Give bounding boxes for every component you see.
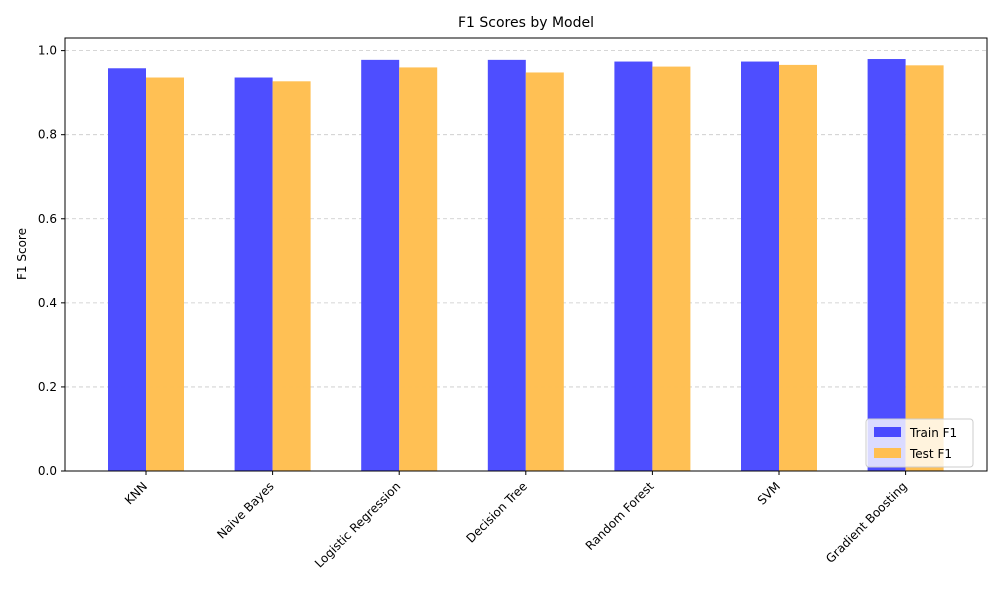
- bar-test: [652, 66, 691, 471]
- bar-test: [779, 64, 817, 472]
- bar-train: [741, 61, 779, 471]
- y-tick-label: 0.4: [38, 296, 57, 310]
- bar-train: [108, 68, 146, 472]
- bar-train: [234, 77, 273, 471]
- y-tick-label: 0.0: [38, 464, 57, 478]
- bar-train: [487, 59, 526, 471]
- y-tick-label: 0.6: [38, 212, 57, 226]
- bar-train: [361, 59, 400, 471]
- legend-label: Train F1: [909, 426, 957, 440]
- bar-train: [867, 59, 906, 472]
- bar-test: [905, 65, 944, 471]
- legend: Train F1 Test F1: [865, 418, 974, 468]
- y-tick-label: 0.8: [38, 128, 57, 142]
- bar-test: [272, 81, 311, 472]
- bar-test: [146, 77, 184, 471]
- chart-title: F1 Scores by Model: [458, 15, 594, 31]
- bars-group: [108, 59, 944, 472]
- bar-train: [614, 61, 653, 471]
- bar-test: [525, 72, 564, 471]
- y-axis-label: F1 Score: [15, 228, 29, 280]
- y-tick-label: 1.0: [38, 44, 57, 58]
- legend-swatch: [874, 427, 901, 437]
- y-tick-label: 0.2: [38, 380, 57, 394]
- bar-test: [399, 67, 438, 471]
- legend-swatch: [874, 448, 901, 458]
- legend-label: Test F1: [909, 447, 952, 461]
- plot-frame: [64, 37, 988, 472]
